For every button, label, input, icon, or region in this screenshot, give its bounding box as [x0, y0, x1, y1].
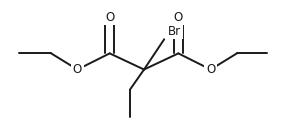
Text: O: O: [174, 11, 183, 24]
Text: O: O: [105, 11, 114, 24]
Text: O: O: [73, 63, 82, 76]
Text: Br: Br: [168, 25, 181, 38]
Text: O: O: [206, 63, 215, 76]
